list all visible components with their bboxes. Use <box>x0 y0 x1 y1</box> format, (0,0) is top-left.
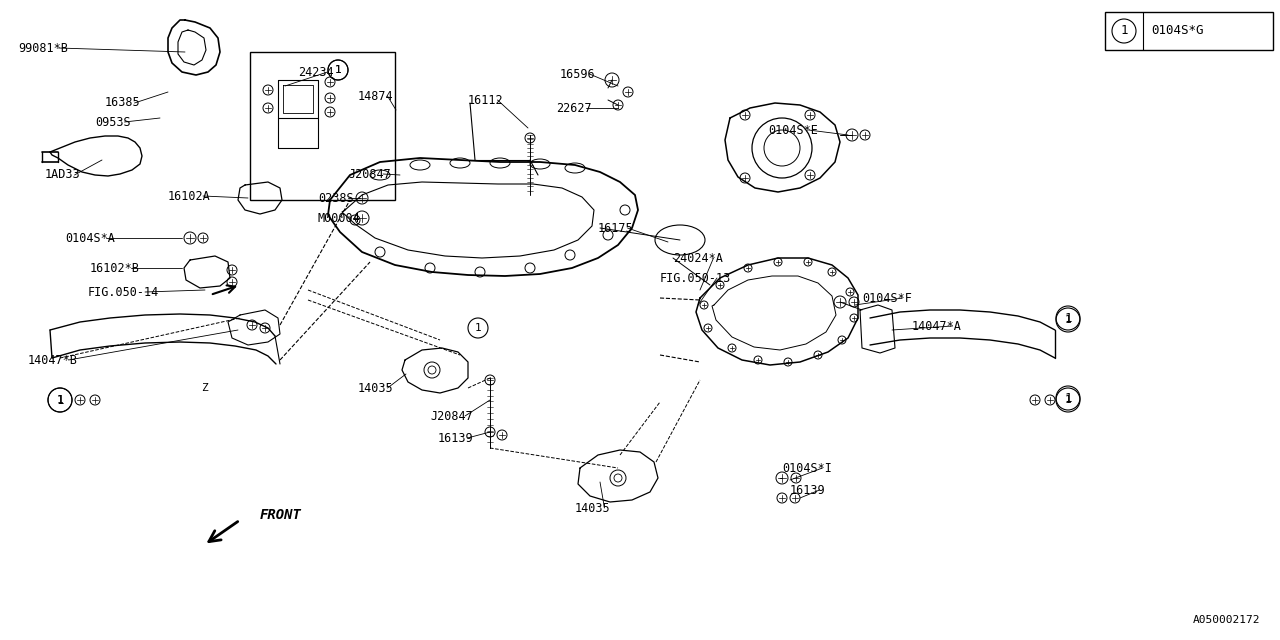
Text: A050002172: A050002172 <box>1193 615 1260 625</box>
Text: 1AD33: 1AD33 <box>45 168 81 182</box>
Text: 1: 1 <box>56 394 64 406</box>
Text: J20847: J20847 <box>348 168 390 180</box>
Text: 1: 1 <box>1064 312 1071 324</box>
Text: 1: 1 <box>56 395 64 405</box>
Text: 0953S: 0953S <box>95 115 131 129</box>
Text: 16112: 16112 <box>468 93 503 106</box>
Text: 16596: 16596 <box>561 67 595 81</box>
Text: 1: 1 <box>1065 315 1071 325</box>
Text: 22627: 22627 <box>556 102 591 115</box>
Text: 14047*B: 14047*B <box>28 353 78 367</box>
Text: 1: 1 <box>334 65 342 75</box>
Text: 14874: 14874 <box>358 90 394 102</box>
Text: 0104S*E: 0104S*E <box>768 124 818 136</box>
Text: 0104S*F: 0104S*F <box>861 291 911 305</box>
Text: 16175: 16175 <box>598 221 634 234</box>
Text: 0104S*I: 0104S*I <box>782 461 832 474</box>
Text: 1: 1 <box>334 65 342 75</box>
Text: 14035: 14035 <box>575 502 611 515</box>
Text: 1: 1 <box>1064 392 1071 404</box>
Text: FRONT: FRONT <box>260 508 302 522</box>
Text: 24234: 24234 <box>298 65 334 79</box>
Text: 14047*A: 14047*A <box>911 319 961 333</box>
Text: 14035: 14035 <box>358 381 394 394</box>
Text: Z: Z <box>202 383 209 393</box>
Text: 16385: 16385 <box>105 97 141 109</box>
Text: FIG.050-13: FIG.050-13 <box>660 271 731 285</box>
Bar <box>1105 12 1274 50</box>
Text: J20847: J20847 <box>430 410 472 422</box>
Text: 1: 1 <box>1065 395 1071 405</box>
Text: 16102*B: 16102*B <box>90 262 140 275</box>
Text: 0238S: 0238S <box>317 191 353 205</box>
Text: 99081*B: 99081*B <box>18 42 68 54</box>
Text: 16139: 16139 <box>790 483 826 497</box>
Text: 0104S*G: 0104S*G <box>1151 24 1203 38</box>
Text: FIG.050-14: FIG.050-14 <box>88 285 159 298</box>
Text: 0104S*A: 0104S*A <box>65 232 115 244</box>
Text: 16102A: 16102A <box>168 189 211 202</box>
Text: M00004: M00004 <box>317 211 361 225</box>
Text: 1: 1 <box>475 323 481 333</box>
Text: 1: 1 <box>1120 24 1128 38</box>
Text: 16139: 16139 <box>438 431 474 445</box>
Text: 24024*A: 24024*A <box>673 252 723 264</box>
Bar <box>250 52 396 200</box>
